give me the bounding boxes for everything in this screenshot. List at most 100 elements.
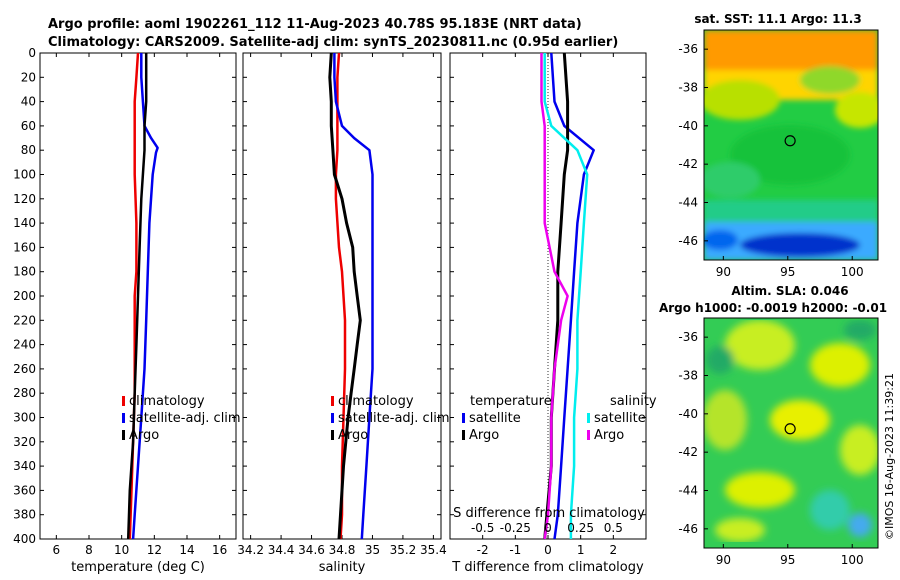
depth-tick-label: 320 xyxy=(13,435,36,449)
sal-series-climatology xyxy=(334,52,347,540)
diff-top-tick-label: -0.25 xyxy=(500,521,531,535)
map-xtick-label: 95 xyxy=(780,553,795,567)
figure-title-line1: Argo profile: aoml 1902261_112 11-Aug-20… xyxy=(48,17,582,32)
depth-tick-label: 340 xyxy=(13,459,36,473)
imos-watermark: ©IMOS 16-Aug-2023 11:39:21 xyxy=(883,373,896,540)
diff-legend-sal-sat-label: satellite xyxy=(594,411,646,426)
map-ytick-label: -36 xyxy=(678,330,698,344)
diff-xtick-label: 2 xyxy=(610,543,618,557)
diff-legend-temp-title: temperature xyxy=(470,394,552,409)
diff-legend-temp-sat-swatch xyxy=(462,413,465,423)
depth-tick-label: 360 xyxy=(13,483,36,497)
temp-legend-item-swatch xyxy=(122,430,125,440)
sla-map-panel: Altim. SLA: 0.046 Argo h1000: -0.0019 h2… xyxy=(659,284,887,567)
temp-series-satellite-adj-clim xyxy=(131,53,159,540)
depth-tick-label: 240 xyxy=(13,338,36,352)
depth-tick-label: 280 xyxy=(13,386,36,400)
temp-xtick-label: 16 xyxy=(212,543,227,557)
depth-tick-label: 200 xyxy=(13,289,36,303)
depth-tick-label: 40 xyxy=(21,95,36,109)
sst-map-ticks: -36 -38 -40 -42 -44 -46 90 95 100 xyxy=(678,42,863,279)
sst-map-title: sat. SST: 11.1 Argo: 11.3 xyxy=(694,12,861,26)
depth-tick-label: 60 xyxy=(21,119,36,133)
map-xtick-label: 90 xyxy=(716,553,731,567)
temp-legend-item-label: climatology xyxy=(129,394,205,409)
depth-tick-label: 220 xyxy=(13,313,36,327)
map-ytick-label: -38 xyxy=(678,81,698,95)
map-ytick-label: -40 xyxy=(678,119,698,133)
sst-argo-location-marker xyxy=(784,135,796,147)
temp-series-argo xyxy=(126,53,148,540)
diff-legend-temp-argo-swatch xyxy=(462,430,465,440)
sal-xtick-label: 35.4 xyxy=(420,543,447,557)
sla-map-image xyxy=(704,318,878,548)
sla-map-title-line2: Argo h1000: -0.0019 h2000: -0.01 xyxy=(659,301,887,315)
temp-legend-item-swatch xyxy=(122,396,125,406)
diff-xtick-label: -2 xyxy=(477,543,489,557)
map-ytick-label: -42 xyxy=(678,157,698,171)
depth-tick-label: 140 xyxy=(13,216,36,230)
sal-xlabel: salinity xyxy=(319,560,366,575)
diff-top-axis-label: S difference from climatology xyxy=(453,506,645,521)
map-ytick-label: -38 xyxy=(678,369,698,383)
sst-map-image xyxy=(704,30,878,260)
temp-xlabel: temperature (deg C) xyxy=(71,560,205,575)
depth-tick-label: 380 xyxy=(13,508,36,522)
sla-map-ticks: -36 -38 -40 -42 -44 -46 90 95 100 xyxy=(678,330,863,567)
diff-series-salinity-argo xyxy=(540,53,569,540)
diff-xtick-label: 0 xyxy=(544,543,552,557)
diff-top-tick-label: 0.25 xyxy=(567,521,594,535)
sal-legend-item-swatch xyxy=(331,396,334,406)
sal-series-argo xyxy=(328,52,362,540)
map-ytick-label: -40 xyxy=(678,407,698,421)
map-xtick-label: 100 xyxy=(841,553,864,567)
temperature-axes: 0 20 40 60 80 100 120 140 160 180 200 220 240 260 280 3… xyxy=(13,46,241,575)
sal-legend-item-label: Argo xyxy=(338,428,368,443)
salinity-axes: 34.2 34.4 34.6 34.8 35 35.2 35.4 salinity climat… xyxy=(237,52,450,575)
map-ytick-label: -44 xyxy=(678,196,698,210)
temp-xtick-label: 10 xyxy=(114,543,129,557)
depth-tick-label: 400 xyxy=(13,532,36,546)
depth-tick-label: 80 xyxy=(21,143,36,157)
sal-series-satellite-adj-clim xyxy=(333,53,374,540)
temp-xtick-label: 14 xyxy=(179,543,194,557)
depth-tick-label: 260 xyxy=(13,362,36,376)
depth-tick-label: 160 xyxy=(13,240,36,254)
temp-xtick-label: 12 xyxy=(147,543,162,557)
depth-tick-label: 100 xyxy=(13,168,36,182)
diff-xtick-label: 1 xyxy=(577,543,585,557)
map-xtick-label: 90 xyxy=(716,265,731,279)
sal-xtick-label: 34.6 xyxy=(298,543,325,557)
depth-tick-label: 120 xyxy=(13,192,36,206)
temp-legend-item-label: satellite-adj. clim xyxy=(129,411,241,426)
diff-legend-sal-sat-swatch xyxy=(587,413,590,423)
diff-legend-sal-argo-swatch xyxy=(587,430,590,440)
sst-map-panel: sat. SST: 11.1 Argo: 11.3 -36 -38 -40 -42 -4… xyxy=(678,12,879,279)
temp-xtick-label: 8 xyxy=(85,543,93,557)
diff-legend-temp-argo-label: Argo xyxy=(469,428,499,443)
temp-legend-item-label: Argo xyxy=(129,428,159,443)
sal-legend-item-swatch xyxy=(331,413,334,423)
map-ytick-label: -36 xyxy=(678,42,698,56)
diff-top-tick-label: 0 xyxy=(544,521,552,535)
depth-tick-label: 20 xyxy=(21,70,36,84)
map-ytick-label: -42 xyxy=(678,445,698,459)
diff-legend-temp-sat-label: satellite xyxy=(469,411,521,426)
map-ytick-label: -44 xyxy=(678,484,698,498)
map-xtick-label: 95 xyxy=(780,265,795,279)
diff-series-salinity-satellite xyxy=(543,53,589,539)
map-ytick-label: -46 xyxy=(678,522,698,536)
difference-axes: -2 -1 0 1 2 T difference from climatology S di… xyxy=(449,52,657,575)
diff-series-temperature-satellite xyxy=(550,52,595,540)
temp-xtick-label: 6 xyxy=(53,543,61,557)
sal-legend-item-label: climatology xyxy=(338,394,414,409)
diff-legend-sal-title: salinity xyxy=(610,394,657,409)
diff-xlabel: T difference from climatology xyxy=(451,560,644,575)
figure-title-line2: Climatology: CARS2009. Satellite-adj cli… xyxy=(48,35,618,50)
depth-tick-label: 180 xyxy=(13,265,36,279)
diff-top-tick-label: -0.5 xyxy=(471,521,494,535)
map-xtick-label: 100 xyxy=(841,265,864,279)
temp-legend-item-swatch xyxy=(122,413,125,423)
sal-legend-item-swatch xyxy=(331,430,334,440)
